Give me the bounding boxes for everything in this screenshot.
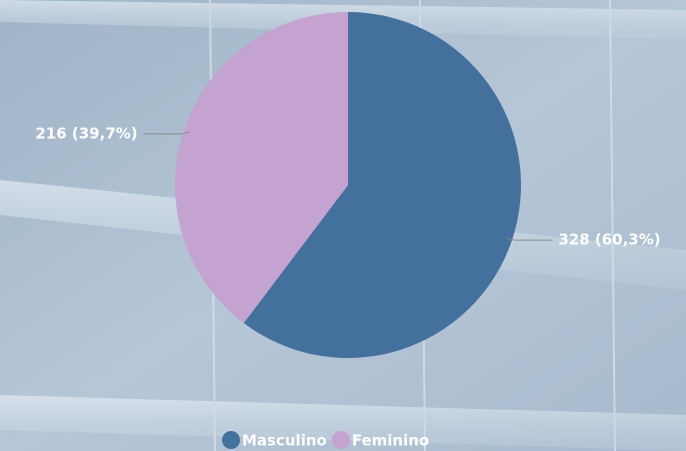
data-label: 328 (60,3%) [558, 231, 660, 249]
legend-item: Feminino [332, 431, 429, 450]
data-label: 216 (39,7%) [35, 124, 137, 142]
legend-marker [222, 431, 240, 449]
legend-marker [332, 431, 350, 449]
legend-label: Masculino [242, 432, 327, 450]
chart: 328 (60,3%) 216 (39,7%) Masculino Feminino [0, 0, 686, 451]
legend-label: Feminino [352, 432, 429, 450]
